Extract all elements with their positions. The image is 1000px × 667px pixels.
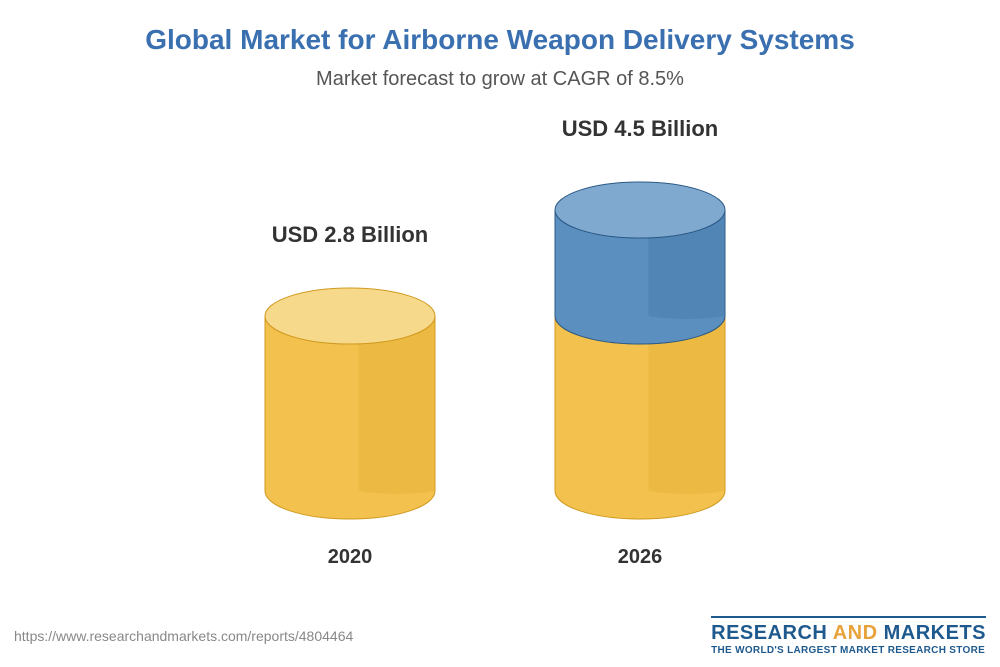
chart-title: Global Market for Airborne Weapon Delive… — [0, 0, 1000, 56]
brand-word-3: MARKETS — [884, 622, 986, 644]
footer: https://www.researchandmarkets.com/repor… — [0, 611, 1000, 667]
source-url: https://www.researchandmarkets.com/repor… — [14, 628, 353, 644]
brand-block: RESEARCH AND MARKETS THE WORLD'S LARGEST… — [711, 616, 986, 656]
brand-name: RESEARCH AND MARKETS — [711, 622, 986, 645]
value-label: USD 2.8 Billion — [200, 222, 500, 248]
chart-subtitle: Market forecast to grow at CAGR of 8.5% — [0, 56, 1000, 91]
value-label: USD 4.5 Billion — [490, 116, 790, 142]
year-label: 2026 — [540, 546, 740, 569]
brand-word-2: AND — [833, 622, 878, 644]
brand-word-1: RESEARCH — [711, 622, 827, 644]
chart-area: USD 2.8 Billion2020USD 4.5 Billion2026 — [0, 111, 1000, 551]
brand-tagline: THE WORLD'S LARGEST MARKET RESEARCH STOR… — [711, 645, 986, 656]
year-label: 2020 — [250, 546, 450, 569]
